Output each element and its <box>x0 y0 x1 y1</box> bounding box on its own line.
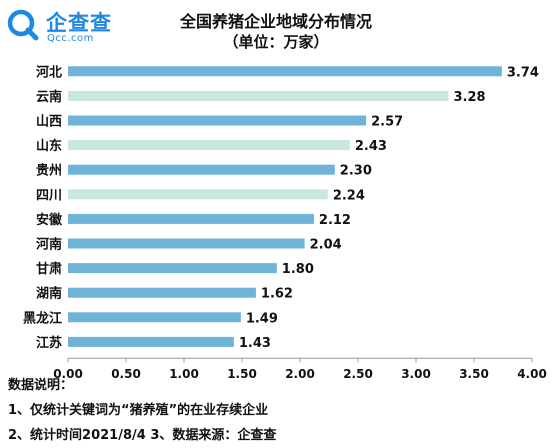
x-tick-label: 4.00 <box>517 367 547 381</box>
value-label: 2.30 <box>340 164 372 179</box>
value-label: 2.24 <box>333 188 365 203</box>
notes-line-1: 1、仅统计关键词为“猪养殖”的在业存续企业 <box>8 403 269 418</box>
notes-line-2: 2、统计时间2021/8/4 3、数据来源：企查查 <box>8 428 277 443</box>
notes-heading: 数据说明： <box>8 378 74 393</box>
x-tick-label: 0.50 <box>111 367 141 381</box>
category-label: 湖南 <box>36 286 62 302</box>
data-notes: 数据说明： 1、仅统计关键词为“猪养殖”的在业存续企业 2、统计时间2021/8… <box>8 373 548 448</box>
value-label: 3.28 <box>453 90 485 105</box>
chart-subtitle: （单位：万家） <box>223 33 329 51</box>
category-label: 黑龙江 <box>23 310 62 326</box>
category-label: 甘肃 <box>36 261 62 277</box>
value-label: 3.74 <box>507 65 539 80</box>
value-label: 2.43 <box>355 139 387 154</box>
x-tick-label: 1.00 <box>169 367 199 381</box>
bar-四川 <box>68 189 328 200</box>
bar-河北 <box>68 66 502 77</box>
bar-黑龙江 <box>68 312 241 323</box>
brand-domain: Qcc.com <box>47 33 94 44</box>
x-tick-label: 1.50 <box>227 367 257 381</box>
category-label: 山西 <box>36 114 62 130</box>
bar-山西 <box>68 115 367 126</box>
category-label: 山东 <box>36 138 62 154</box>
bar-湖南 <box>68 287 256 298</box>
value-label: 1.49 <box>246 311 278 326</box>
value-label: 2.12 <box>319 213 351 228</box>
x-tick-label: 0.00 <box>53 367 83 381</box>
category-label: 江苏 <box>36 335 62 351</box>
bar-甘肃 <box>68 263 277 274</box>
bar-江苏 <box>68 336 234 347</box>
category-label: 河北 <box>36 64 62 80</box>
x-tick-label: 3.00 <box>401 367 431 381</box>
x-tick-label: 2.00 <box>285 367 315 381</box>
category-label: 四川 <box>36 188 62 203</box>
value-label: 2.04 <box>310 238 342 253</box>
category-label: 安徽 <box>36 212 63 228</box>
bar-贵州 <box>68 164 335 175</box>
qcc-logo-icon <box>7 9 39 41</box>
bar-云南 <box>68 90 449 101</box>
value-label: 2.57 <box>371 115 403 130</box>
chart-title: 全国养猪企业地域分布情况 <box>179 12 372 31</box>
value-label: 1.62 <box>261 287 293 302</box>
brand-logo: 企查查 Qcc.com <box>6 6 126 46</box>
category-label: 贵州 <box>36 163 62 179</box>
brand-name: 企查查 <box>46 11 112 35</box>
bar-山东 <box>68 140 350 151</box>
x-tick-label: 2.50 <box>343 367 373 381</box>
bar-安徽 <box>68 213 314 224</box>
category-label: 河南 <box>36 237 62 253</box>
category-label: 云南 <box>36 89 62 105</box>
bar-河南 <box>68 238 305 249</box>
x-tick-label: 3.50 <box>459 367 489 381</box>
value-label: 1.80 <box>282 262 314 277</box>
value-label: 1.43 <box>239 336 271 351</box>
